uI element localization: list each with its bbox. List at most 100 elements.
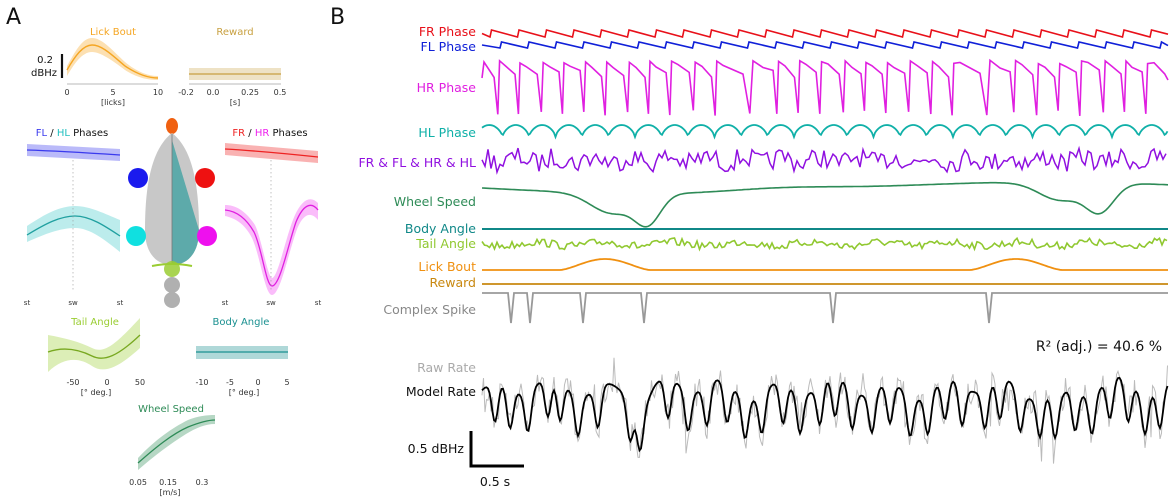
trace-lick-bout — [482, 258, 1168, 271]
tail-angle-tick-0: -50 — [66, 378, 79, 387]
mouse-tail-segment-1 — [164, 261, 180, 277]
label-fl-phase: FL Phase — [421, 39, 477, 54]
fl-hl-title-c: Phases — [70, 128, 108, 139]
trace-complex-spike — [482, 292, 1168, 324]
tail-angle-tick-2: 50 — [135, 378, 145, 387]
reward-tick-0: -0.2 — [178, 88, 194, 97]
mouse-fl-paw — [128, 168, 148, 188]
panel-a-label: A — [6, 5, 21, 30]
panel-b-trace-labels: FR Phase FL Phase HR Phase HL Phase FR &… — [358, 24, 476, 317]
hr-phase-curve — [224, 204, 319, 287]
hl-phase-plot — [26, 206, 121, 252]
r2-label: R² (adj.) = 40.6 % — [1036, 339, 1162, 355]
trace-raw-rate — [481, 357, 1168, 464]
label-hl-phase: HL Phase — [418, 125, 476, 140]
hr-phase-plot — [224, 199, 319, 295]
fr-hr-title-b: HR — [255, 128, 270, 139]
reward-unit: [s] — [230, 98, 240, 107]
label-body-angle: Body Angle — [405, 221, 476, 236]
lick-bout-scale-unit: dBHz — [31, 68, 57, 79]
lick-bout-band — [67, 38, 158, 80]
tail-angle-unit: [° deg.] — [81, 388, 111, 397]
fr-hr-tick-st-right: st — [315, 299, 322, 307]
fr-hr-title-a: FR — [232, 128, 245, 139]
fl-hl-title-a: FL — [36, 128, 48, 139]
panel-b-traces — [481, 29, 1169, 324]
model-rate-label: Model Rate — [406, 384, 476, 399]
wheel-speed-tick-1: 0.15 — [159, 478, 177, 487]
wheel-speed-plot: Wheel Speed 0.05 0.15 0.3 [m/s] — [129, 404, 216, 497]
label-tail-angle: Tail Angle — [415, 236, 476, 251]
trace-hr-phase — [481, 58, 1169, 116]
body-angle-title: Body Angle — [213, 317, 270, 328]
fl-hl-tick-st-left: st — [24, 299, 31, 307]
fl-hl-tick-st-right: st — [117, 299, 124, 307]
reward-plot: Reward -0.2 0.0 0.25 0.5 [s] — [178, 27, 286, 107]
wheel-speed-tick-0: 0.05 — [129, 478, 147, 487]
hl-phase-curve — [26, 215, 121, 237]
wheel-speed-band — [138, 415, 215, 470]
wheel-speed-unit: [m/s] — [160, 488, 181, 497]
fl-hl-title-sep: / — [47, 128, 57, 139]
tail-angle-title: Tail Angle — [70, 317, 119, 328]
mouse-nose — [166, 118, 178, 134]
tail-angle-plot: Tail Angle -50 0 50 [° deg.] — [47, 317, 145, 397]
label-combined-phase: FR & FL & HR & HL — [358, 155, 476, 170]
body-angle-unit: [° deg.] — [229, 388, 259, 397]
label-lick-bout: Lick Bout — [418, 259, 476, 274]
mouse-schematic — [126, 118, 217, 308]
fr-hr-tick-sw: sw — [266, 299, 276, 307]
fr-hr-title-c: Phases — [269, 128, 307, 139]
body-angle-tick-3: 5 — [284, 378, 289, 387]
wheel-speed-tick-2: 0.3 — [196, 478, 209, 487]
hl-phase-band — [27, 206, 120, 252]
lick-bout-unit: [licks] — [101, 98, 125, 107]
label-hr-phase: HR Phase — [417, 80, 477, 95]
tail-angle-tick-1: 0 — [104, 378, 109, 387]
mouse-hl-paw — [126, 226, 146, 246]
fr-hr-tick-st-left: st — [222, 299, 229, 307]
fr-phase-curve — [224, 148, 319, 158]
wheel-speed-curve — [137, 419, 216, 464]
mouse-fr-paw — [195, 168, 215, 188]
trace-hl-phase — [481, 124, 1169, 140]
tail-angle-band — [48, 318, 140, 372]
fl-phase-plot — [26, 144, 121, 161]
reward-tick-1: 0.0 — [207, 88, 220, 97]
trace-tail-angle — [481, 236, 1168, 252]
mouse-tail-segment-3 — [164, 292, 180, 308]
fl-hl-title-b: HL — [57, 128, 71, 139]
lick-bout-tick-2: 10 — [153, 88, 163, 97]
body-angle-tick-1: -5 — [226, 378, 234, 387]
scale-x-label: 0.5 s — [480, 474, 510, 489]
tail-angle-curve — [47, 334, 141, 359]
label-reward: Reward — [429, 275, 476, 290]
body-angle-tick-0: -10 — [195, 378, 208, 387]
mouse-hr-paw — [197, 226, 217, 246]
scale-bars: 0.5 dBHz 0.5 s — [408, 431, 524, 489]
reward-tick-3: 0.5 — [274, 88, 287, 97]
trace-fr-phase — [481, 29, 1169, 39]
fr-hr-phases-title: FR / HR Phases — [232, 128, 307, 139]
reward-title: Reward — [216, 27, 253, 38]
lick-bout-tick-1: 5 — [110, 88, 115, 97]
label-fr-phase: FR Phase — [419, 24, 476, 39]
trace-wheel-speed — [481, 181, 1169, 228]
rate-traces — [481, 357, 1169, 464]
lick-bout-plot: Lick Bout 0.2 dBHz 0 5 10 [licks] — [31, 27, 163, 107]
fl-phase-curve — [26, 149, 121, 156]
lick-bout-title: Lick Bout — [90, 27, 136, 38]
raw-rate-label: Raw Rate — [417, 360, 476, 375]
scale-y-label: 0.5 dBHz — [408, 441, 465, 456]
fl-hl-phases-title: FL / HL Phases — [36, 128, 108, 139]
trace-fl-phase — [481, 40, 1169, 49]
label-wheel-speed: Wheel Speed — [394, 194, 476, 209]
mouse-tail-segment-2 — [164, 277, 180, 293]
hr-phase-band — [225, 199, 318, 295]
label-complex-spike: Complex Spike — [383, 302, 476, 317]
mouse-body-angle-wedge — [172, 140, 199, 265]
lick-bout-curve — [66, 44, 159, 79]
lick-bout-tick-0: 0 — [64, 88, 69, 97]
fl-hl-tick-sw: sw — [68, 299, 78, 307]
